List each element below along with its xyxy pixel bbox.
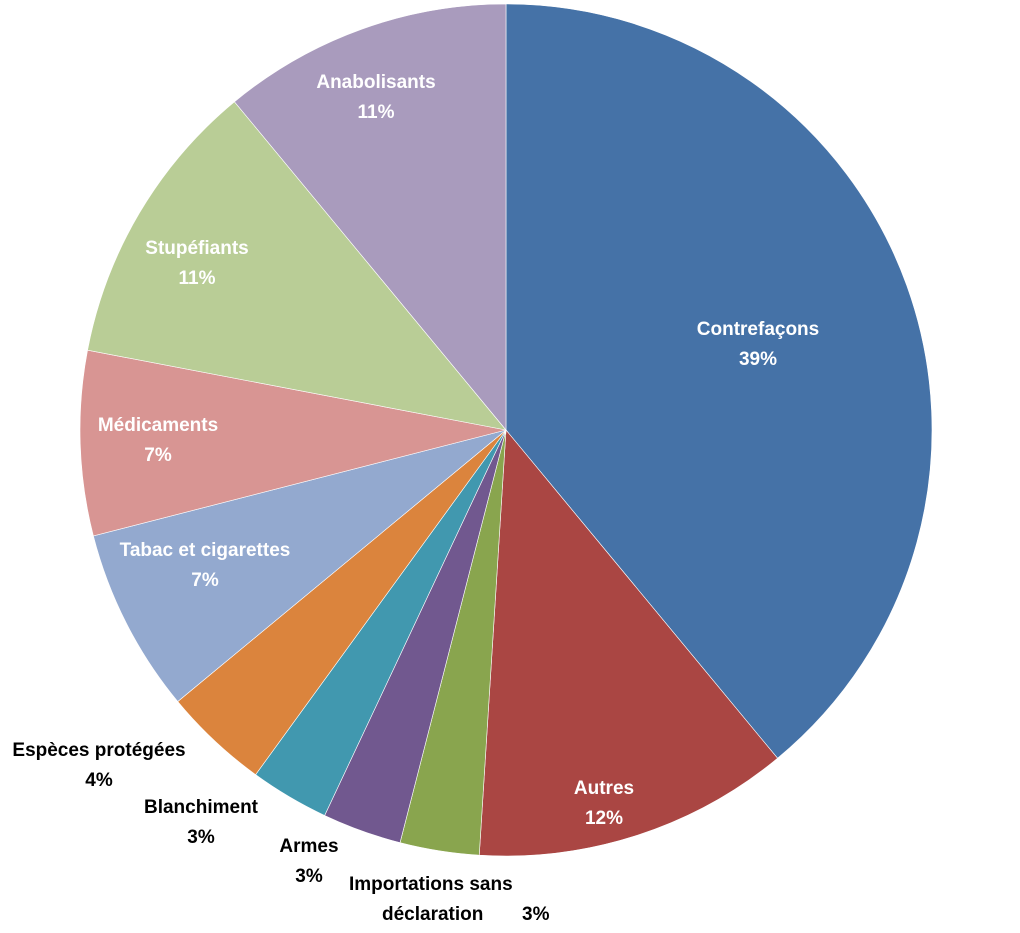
slice-value-anabolisants: 11%: [358, 102, 395, 123]
slice-value-armes: 3%: [295, 866, 323, 887]
slice-value-contrefacons: 39%: [739, 349, 777, 370]
pie-slice-stupefiants: [87, 101, 507, 431]
slice-label-blanchiment: Blanchiment: [144, 797, 259, 818]
slice-label-anabolisants: Anabolisants: [316, 72, 435, 93]
pie-slice-medicaments: [79, 349, 507, 537]
slice-label-medicaments: Médicaments: [98, 415, 218, 436]
slice-value-especes: 4%: [85, 770, 113, 791]
pie-slice-tabac-et-cigarettes: [93, 429, 507, 702]
slice-value-autres: 12%: [585, 808, 623, 829]
slice-label-importations-line1: Importations sans: [349, 874, 513, 895]
slice-label-importations: Importations sans déclaration: [349, 874, 518, 925]
slice-value-stupefiants: 11%: [179, 268, 216, 289]
slice-value-blanchiment: 3%: [187, 827, 215, 848]
slice-label-autres: Autres: [574, 778, 634, 799]
slice-value-medicaments: 7%: [144, 445, 172, 466]
pie-slice-contrefacons: [505, 3, 933, 759]
pie-slices: [79, 3, 933, 857]
slice-value-tabac: 7%: [191, 570, 219, 591]
slice-label-tabac: Tabac et cigarettes: [120, 540, 291, 561]
slice-label-armes: Armes: [279, 836, 338, 857]
slice-label-stupefiants: Stupéfiants: [145, 238, 248, 259]
pie-slice-autres: [478, 429, 778, 857]
pie-slice-anabolisants: [234, 3, 507, 431]
slice-label-importations-line2: déclaration: [382, 904, 483, 925]
pie-labels: Contrefaçons 39% Autres 12% Importations…: [12, 72, 819, 925]
slice-label-contrefacons: Contrefaçons: [697, 319, 819, 340]
slice-label-especes: Espèces protégées: [12, 740, 185, 761]
slice-value-importations: 3%: [522, 904, 550, 925]
